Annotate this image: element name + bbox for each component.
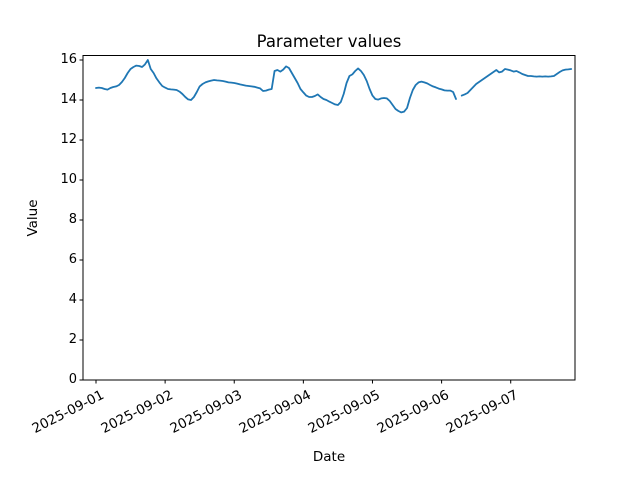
y-tick-label: 0 (68, 372, 77, 387)
y-tick-label: 12 (60, 132, 77, 147)
y-tick-label: 10 (60, 172, 77, 187)
series-group (95, 59, 573, 114)
y-tick-label: 14 (60, 92, 77, 107)
chart-title: Parameter values (256, 32, 402, 51)
y-axis-label: Value (25, 199, 41, 237)
x-axis-label: Date (312, 449, 346, 465)
y-tick-label: 6 (68, 252, 77, 267)
y-tick-label: 2 (68, 332, 77, 347)
plot-border (82, 55, 576, 381)
series-line (95, 59, 573, 114)
axis-tick-marks (79, 59, 512, 384)
y-tick-label: 16 (60, 52, 77, 67)
y-tick-label: 8 (68, 212, 77, 227)
y-tick-label: 4 (68, 292, 77, 307)
